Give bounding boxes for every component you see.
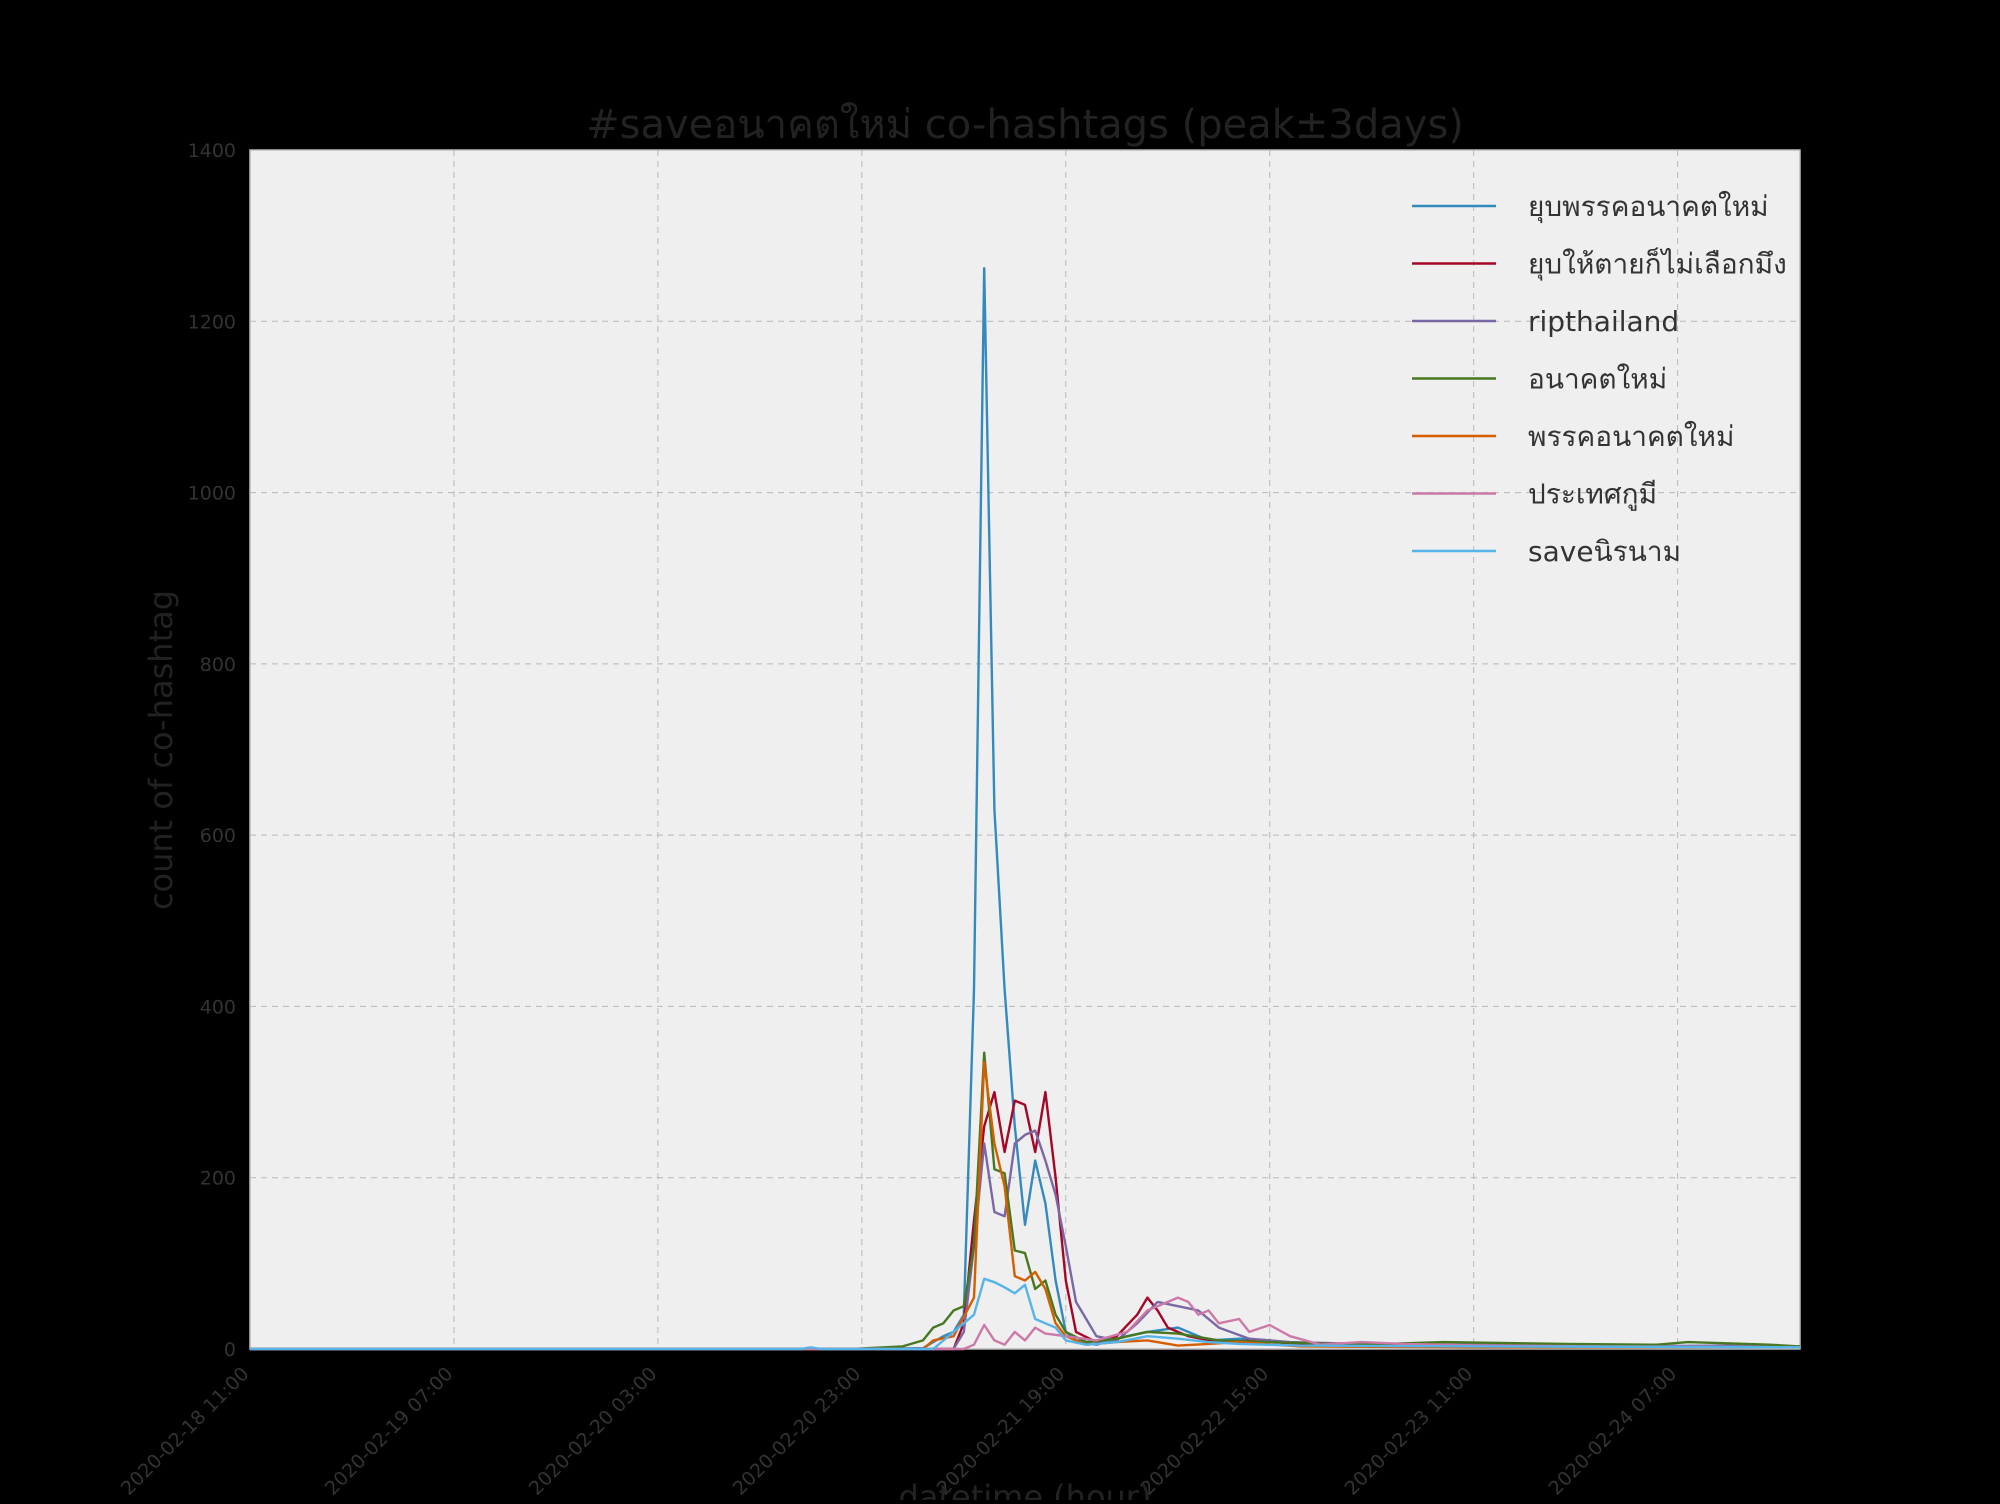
y-axis-label: count of co-hashtag bbox=[142, 590, 180, 910]
series-line-6 bbox=[250, 1277, 1801, 1351]
x-tick-label: 2020-02-24 07:00 bbox=[1545, 1363, 1682, 1500]
series-lines bbox=[250, 267, 1801, 1351]
x-tick-label: 2020-02-22 15:00 bbox=[1137, 1363, 1274, 1500]
series-line-5 bbox=[250, 1296, 1801, 1351]
x-tick-label: 2020-02-18 11:00 bbox=[117, 1363, 254, 1500]
grid-lines bbox=[250, 150, 1800, 1349]
legend-label: ประเทศกูมี bbox=[1528, 478, 1657, 512]
legend-label: อนาคตใหม่ bbox=[1528, 363, 1667, 396]
x-tick-label: 2020-02-20 23:00 bbox=[729, 1363, 866, 1500]
x-tick-label: 2020-02-19 07:00 bbox=[321, 1363, 458, 1500]
legend-label: ยุบพรรคอนาคตใหม่ bbox=[1528, 190, 1769, 224]
chart-title: #saveอนาคตใหม่ co-hashtags (peak±3days) bbox=[586, 101, 1464, 148]
legend-label: ripthailand bbox=[1528, 305, 1679, 338]
x-tick-label: 2020-02-23 11:00 bbox=[1341, 1363, 1478, 1500]
x-axis-label: datetime (hour) bbox=[899, 1478, 1152, 1500]
y-axis-ticks: 0 200 400 600 800 1000 1200 1400 bbox=[188, 140, 236, 1361]
legend-label: saveนิรนาม bbox=[1528, 535, 1681, 568]
legend-label: ยุบให้ตายก็ไม่เลือกมึง bbox=[1528, 247, 1787, 282]
y-tick-label: 800 bbox=[200, 654, 236, 676]
y-tick-label: 0 bbox=[224, 1339, 236, 1361]
y-tick-label: 1000 bbox=[188, 483, 236, 505]
y-tick-label: 1400 bbox=[188, 140, 236, 162]
legend-label: พรรคอนาคตใหม่ bbox=[1528, 420, 1734, 453]
y-tick-label: 600 bbox=[200, 825, 236, 847]
series-line-3 bbox=[250, 1051, 1801, 1351]
y-tick-label: 200 bbox=[200, 1168, 236, 1190]
plot-area bbox=[249, 149, 1801, 1350]
legend: ยุบพรรคอนาคตใหม่ยุบให้ตายก็ไม่เลือกมึง ri… bbox=[1412, 190, 1787, 568]
series-line-1 bbox=[250, 1090, 1801, 1351]
y-tick-label: 1200 bbox=[188, 311, 236, 333]
x-tick-label: 2020-02-20 03:00 bbox=[525, 1363, 662, 1500]
y-tick-label: 400 bbox=[200, 996, 236, 1018]
